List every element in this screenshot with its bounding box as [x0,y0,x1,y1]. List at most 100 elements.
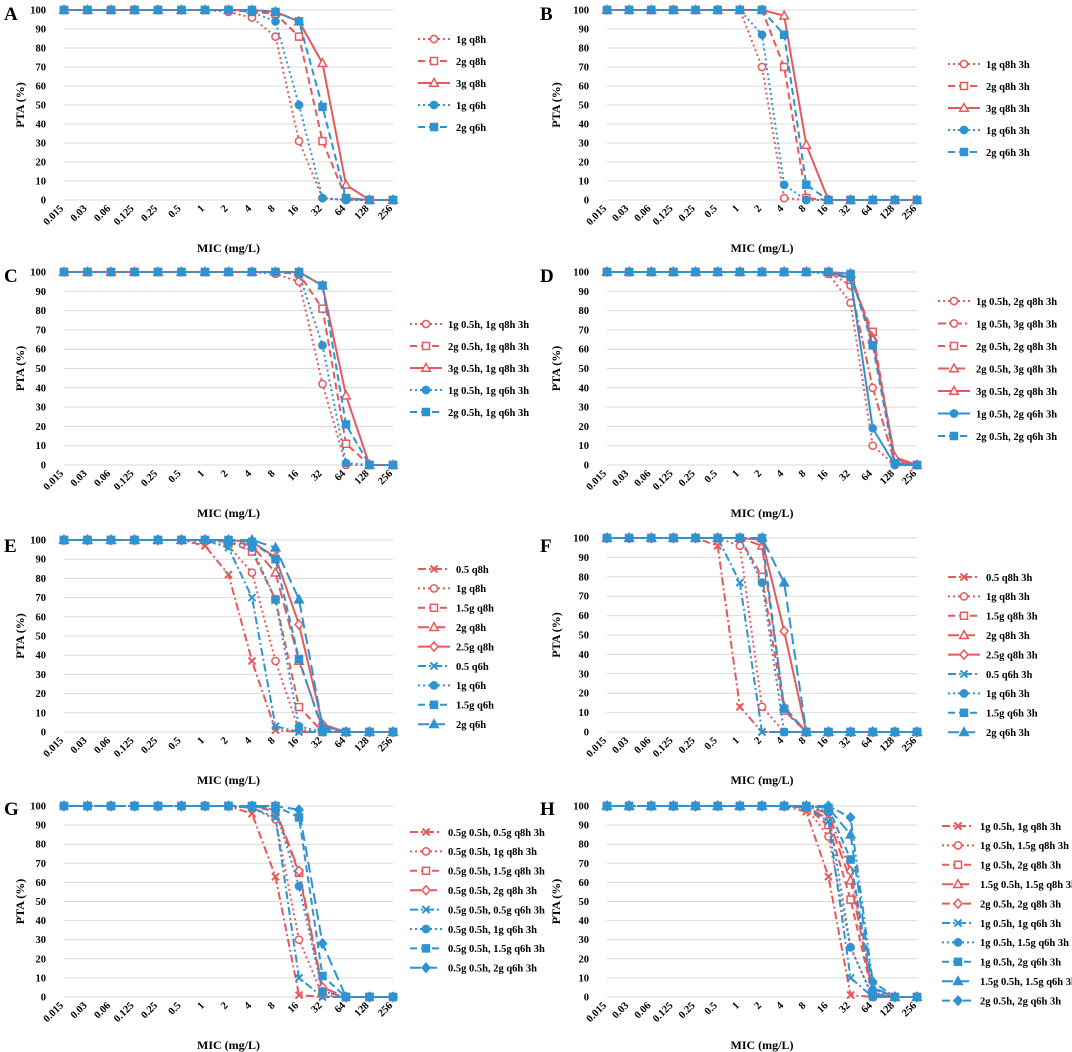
data-point [83,267,92,277]
series-2g-q6h [58,533,399,737]
data-point [757,267,767,277]
y-tick-label: 30 [36,670,47,681]
data-point [152,533,164,545]
y-tick-label: 10 [36,973,47,984]
data-point [271,7,280,17]
x-tick-label: 0.25 [139,735,160,756]
legend-label: 1.5g q6h 3h [986,709,1038,720]
x-tick-label: 0.015 [585,1000,609,1024]
y-tick-label: 30 [36,139,47,150]
legend-item: 1g 0.5h, 1g q6h 3h [942,918,1061,930]
legend-item: 3g 0.5h, 2g q8h 3h [938,384,1057,398]
y-tick-label: 50 [36,364,47,375]
legend-label: 2.5g q8h [456,642,494,653]
series-line [64,539,393,733]
legend-item: 0.5 q6h 3h [948,669,1033,681]
y-tick-label: 90 [36,287,47,298]
y-tick-label: 30 [579,403,590,414]
data-point [363,725,376,737]
legend-item: 1g 0.5h, 2g q8h 3h [942,860,1061,872]
y-tick-label: 0 [41,993,46,1004]
x-tick-label: 4 [243,735,255,747]
y-tick-label: 80 [579,840,590,851]
legend-item: 0.5g 0.5h, 2g q8h 3h [410,884,537,897]
y-tick-label: 60 [36,82,47,93]
x-tick-label: 0.25 [677,735,698,756]
x-tick-label: 0.5 [703,735,720,752]
y-tick-label: 20 [36,158,47,169]
legend-item: 0.5 q6h [418,661,489,673]
legend-label: 0.5g 0.5h, 1g q6h 3h [448,925,537,936]
data-point [177,267,186,277]
x-tick-label: 2 [753,203,764,214]
data-point [868,383,878,393]
data-point [779,30,789,39]
y-tick-label: 60 [579,345,590,356]
data-point [318,304,327,313]
series-line [64,805,393,998]
x-tick-label: 64 [860,468,876,484]
data-point [318,281,327,290]
data-point [602,267,612,277]
legend-item: 0.5 q8h 3h [948,572,1033,584]
y-axis-title: PTA (%) [13,879,27,924]
data-point [247,656,257,666]
data-point [318,340,327,350]
x-tick-label: 16 [286,468,301,483]
data-point [779,800,790,812]
x-tick-label: 0.5 [167,203,184,220]
y-tick-label: 20 [579,954,590,965]
legend-item: 1.5g 0.5h, 1.5g q8h 3h [942,878,1072,891]
x-tick-label: 8 [266,468,277,479]
y-tick-label: 40 [579,383,590,394]
legend-label: 1g q8h 3h [986,60,1030,71]
x-tick-label: 1 [730,1000,741,1011]
data-point [756,800,768,812]
legend-item: 0.5g 0.5h, 0.5g q8h 3h [410,827,545,839]
legend-label: 1g 0.5h, 1g q6h 3h [980,919,1061,930]
x-axis-title: MIC (mg/L) [731,773,794,787]
data-point [846,990,855,1000]
y-tick-label: 100 [573,534,589,545]
y-tick-label: 20 [36,689,47,700]
y-tick-label: 50 [36,897,47,908]
x-tick-label: 1 [196,1000,207,1011]
data-point [59,5,69,15]
data-point [246,800,258,812]
legend-label: 1g q6h 3h [986,126,1030,137]
y-tick-label: 50 [36,101,47,112]
x-tick-label: 16 [286,735,301,750]
y-tick-label: 90 [36,821,47,832]
legend-label: 2g 0.5h, 2g q6h 3h [976,432,1057,443]
panel-label: A [4,4,18,25]
data-point [318,193,327,203]
panel-label: E [4,536,17,557]
y-tick-label: 60 [36,612,47,623]
data-point [868,423,878,433]
chart-panel-D: D 0 10 20 30 40 50 60 70 80 90 100 0.015 0.03 0.060.12… [540,265,1057,520]
data-point [779,180,789,190]
x-tick-label: 32 [309,735,324,750]
data-point [912,195,922,205]
legend-item: 1g q6h [418,100,486,112]
data-point [822,725,834,737]
data-point [175,533,188,545]
series-line [64,271,393,466]
x-axis-title: MIC (mg/L) [197,506,260,520]
data-point [802,180,811,190]
data-point [911,991,923,1003]
series-3g-q8h [58,3,399,205]
y-tick-label: 100 [30,536,46,547]
data-point [824,872,833,881]
data-point [271,267,280,277]
x-tick-label: 4 [775,735,787,747]
legend-label: 1g q6h 3h [986,689,1030,700]
data-point [779,625,790,637]
data-point [388,195,398,205]
x-tick-label: 0.03 [69,203,90,224]
legend-label: 2g 0.5h, 1g q8h 3h [448,342,529,353]
data-point [668,800,679,812]
chart-panel-E: E 0 10 20 30 40 50 60 70 80 90 100 0.015 0.03 0.06 0.12… [4,533,494,787]
x-tick-label: 0.125 [651,468,675,492]
data-point [129,800,140,812]
